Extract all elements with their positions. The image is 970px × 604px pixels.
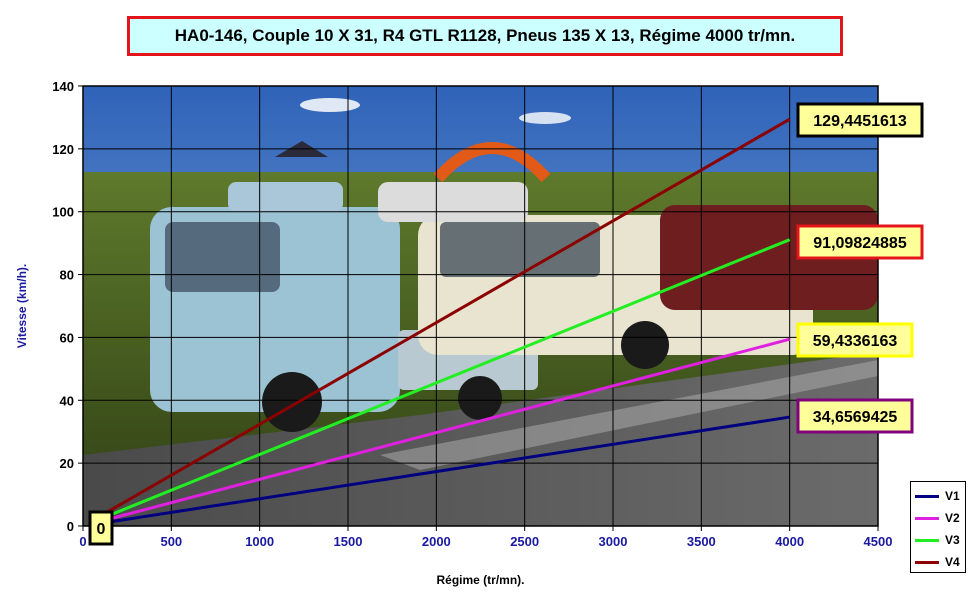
x-tick-label: 1500 [334, 534, 363, 549]
x-tick-label: 1000 [245, 534, 274, 549]
x-tick-label: 3500 [687, 534, 716, 549]
data-label-text: 34,6569425 [813, 409, 898, 426]
x-tick-label: 4000 [775, 534, 804, 549]
series-line-v4 [99, 117, 791, 518]
annotations: 0 34,6569425 59,4336163 91,09824885 129,4451… [88, 102, 924, 546]
x-tick-label: 500 [160, 534, 182, 549]
legend-label: V1 [945, 489, 960, 503]
y-tick-label: 0 [67, 519, 74, 534]
x-axis-label: Régime (tr/mn). [436, 573, 524, 587]
legend-label: V4 [945, 555, 960, 569]
y-tick-label: 80 [60, 268, 74, 283]
legend-item-v2: V2 [915, 507, 965, 529]
legend-item-v1: V1 [915, 485, 965, 507]
legend-item-v4: V4 [915, 551, 965, 573]
background-photo [83, 86, 878, 526]
data-label-box [796, 102, 924, 138]
y-tick-label: 40 [60, 393, 74, 408]
y-tick-label: 120 [52, 142, 74, 157]
data-label: 129,4451613 [796, 102, 924, 138]
legend-label: V2 [945, 511, 960, 525]
y-axis-label: Vitesse (km/h). [15, 264, 29, 348]
series-group [99, 117, 791, 525]
data-label-text: 129,4451613 [813, 113, 907, 130]
series-line-v1 [100, 415, 790, 525]
data-label: 91,09824885 [796, 224, 924, 260]
data-label-text: 59,4336163 [813, 333, 898, 350]
data-label-box [88, 510, 114, 546]
data-label: 34,6569425 [796, 398, 914, 434]
x-tick-label: 4500 [864, 534, 893, 549]
data-label: 0 [88, 510, 114, 546]
legend-item-v3: V3 [915, 529, 965, 551]
plot-area-border [82, 85, 879, 527]
x-tick-label: 0 [79, 534, 86, 549]
y-tick-label: 60 [60, 330, 74, 345]
legend-swatch [915, 538, 939, 542]
data-label: 59,4336163 [796, 322, 914, 358]
series-line-v2 [100, 337, 791, 523]
y-tick-label: 140 [52, 79, 74, 94]
x-tick-label: 3000 [599, 534, 628, 549]
y-tick-label: 20 [60, 456, 74, 471]
data-label-box [796, 398, 914, 434]
data-label-box [796, 322, 914, 358]
legend: V1 V2 V3 V4 [910, 481, 966, 573]
axes: 0 500 1000 1500 2000 2500 3000 3500 4000 45000204… [15, 79, 892, 587]
data-label-text: 0 [97, 521, 106, 538]
legend-swatch [915, 516, 939, 520]
legend-label: V3 [945, 533, 960, 547]
chart-title: HA0-146, Couple 10 X 31, R4 GTL R1128, P… [127, 16, 843, 56]
legend-swatch [915, 560, 939, 564]
y-tick-label: 100 [52, 205, 74, 220]
data-label-box [796, 224, 924, 260]
legend-swatch [915, 494, 939, 498]
x-tick-label: 2500 [510, 534, 539, 549]
series-line-v3 [100, 238, 791, 521]
x-tick-label: 2000 [422, 534, 451, 549]
data-label-text: 91,09824885 [813, 235, 907, 252]
